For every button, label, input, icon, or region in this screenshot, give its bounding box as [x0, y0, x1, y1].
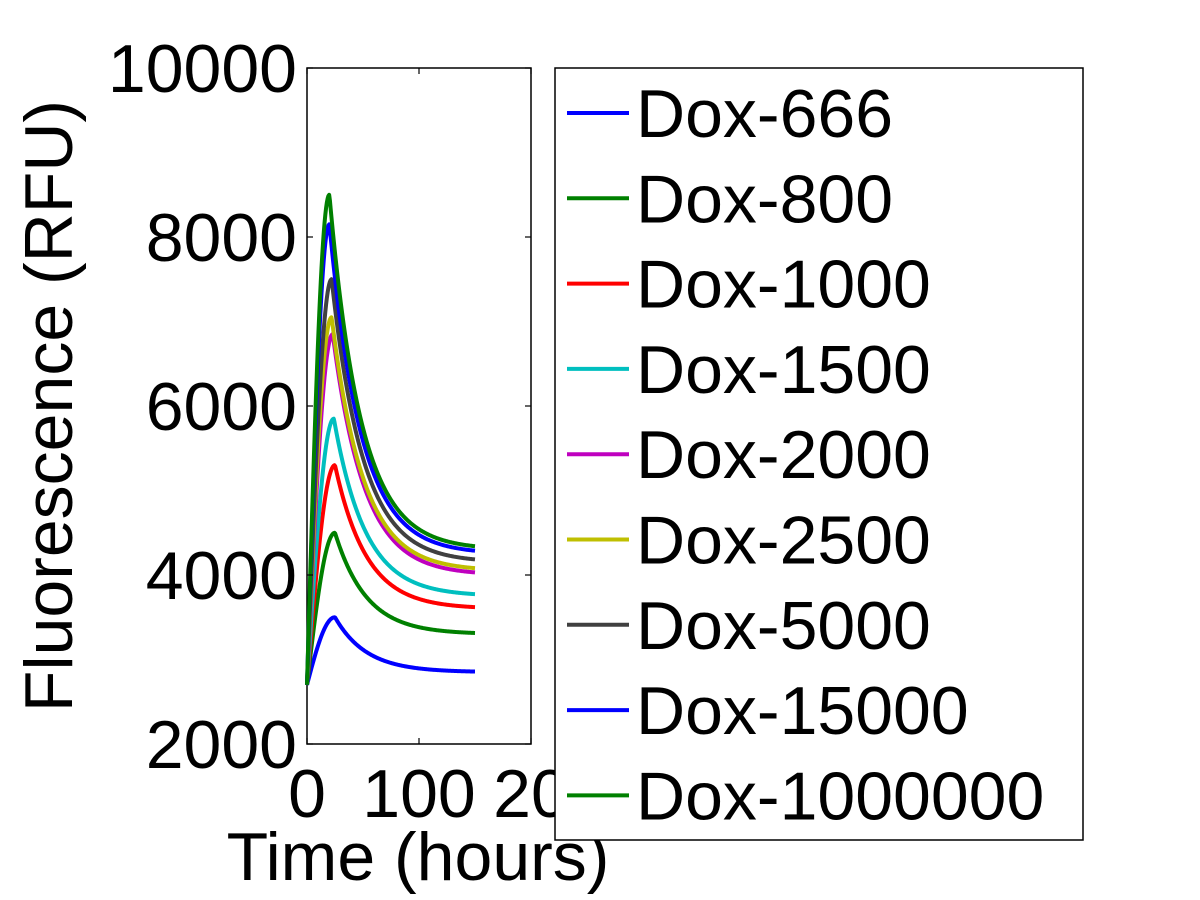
series-line [305, 277, 477, 685]
legend-entry-label: Dox-5000 [636, 588, 931, 664]
legend-entry-label: Dox-666 [636, 76, 893, 152]
x-axis-label: Time (hours) [227, 819, 610, 895]
x-tick-label: 0 [288, 756, 326, 832]
y-tick-labels: 2000 4000 6000 8000 10000 [108, 31, 297, 783]
y-tick-label: 2000 [146, 707, 297, 783]
y-tick-label: 8000 [146, 200, 297, 276]
series-line [305, 222, 477, 685]
x-tick-labels: 0 100 20 [288, 756, 569, 832]
series-line [305, 315, 477, 685]
y-tick-label: 6000 [146, 369, 297, 445]
axis-ticks [306, 67, 532, 745]
legend: Dox-666 Dox-800 Dox-1000 Dox-1500 Dox-2000 Do… [567, 76, 1044, 834]
legend-entry-label: Dox-1000 [636, 247, 931, 323]
legend-entry-label: Dox-1500 [636, 332, 931, 408]
plot-area-frame [306, 67, 532, 745]
x-tick-label: 100 [362, 756, 475, 832]
legend-entry-label: Dox-2000 [636, 417, 931, 493]
series-line [305, 615, 477, 686]
y-tick-label: 4000 [146, 538, 297, 614]
legend-entry-label: Dox-1000000 [636, 758, 1044, 834]
series-line [305, 530, 477, 686]
series-line [305, 192, 477, 685]
series-lines [305, 192, 477, 686]
legend-box [554, 67, 1084, 841]
series-line [305, 463, 477, 686]
series-line [305, 416, 477, 685]
y-axis-label: Fluorescence (RFU) [11, 100, 87, 712]
legend-entry-label: Dox-15000 [636, 673, 969, 749]
y-tick-label: 10000 [108, 31, 297, 107]
legend-entry-label: Dox-800 [636, 161, 893, 237]
legend-entry-label: Dox-2500 [636, 503, 931, 579]
